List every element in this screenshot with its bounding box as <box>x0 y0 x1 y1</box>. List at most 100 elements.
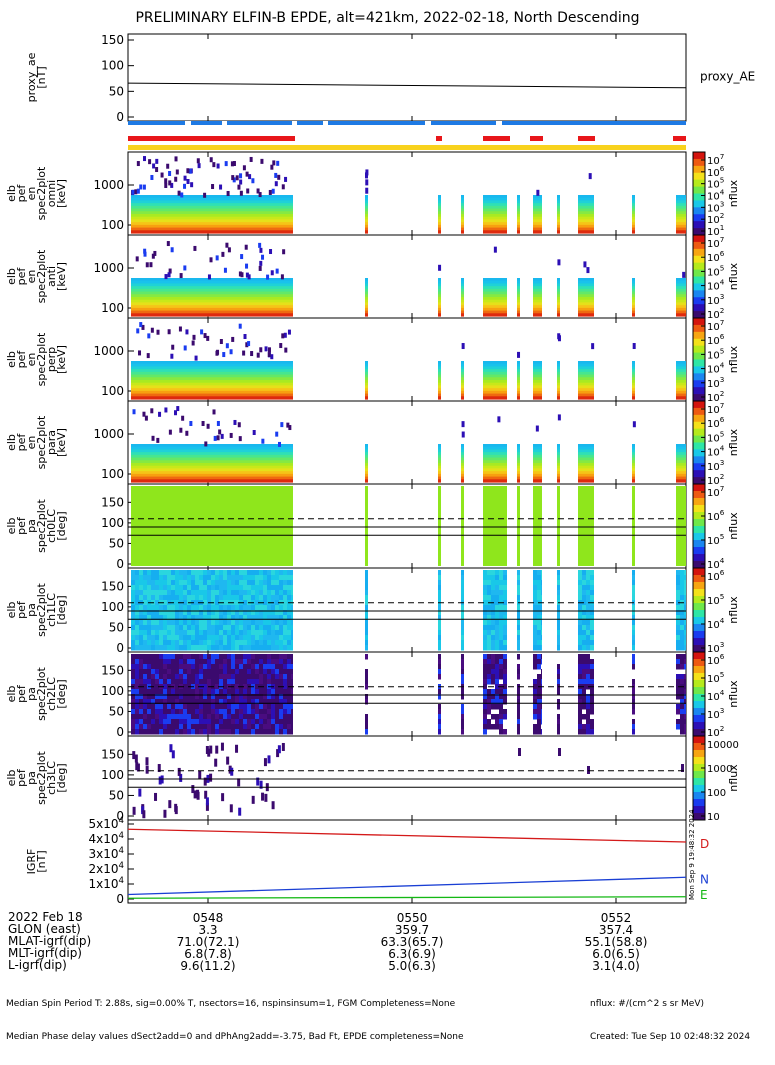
spectrogram-cell <box>438 473 441 478</box>
spectrogram-cell <box>578 366 594 370</box>
spectrogram-cell <box>280 274 284 280</box>
spectrogram-cell <box>211 664 215 670</box>
spectrogram-cell <box>275 709 279 715</box>
spectrogram-cell <box>243 590 247 596</box>
spectrogram-cell <box>632 444 635 448</box>
spectrogram-cell <box>483 689 487 695</box>
spectrogram-cell <box>537 630 541 636</box>
y-tick-label: 100 <box>101 684 124 698</box>
spectrogram-cell <box>557 463 560 467</box>
spectrogram-cell <box>211 640 215 646</box>
spectrogram-cell <box>277 745 281 754</box>
spectrogram-cell <box>365 729 368 735</box>
spectrogram-cell <box>517 446 520 451</box>
spectrogram-cell <box>131 659 135 665</box>
spectrogram-cell <box>279 704 283 710</box>
spectrogram-cell <box>491 625 495 631</box>
spectrogram-cell <box>499 575 503 581</box>
colorbar-cell <box>693 613 705 616</box>
spectrogram-cell <box>231 669 235 675</box>
spectrogram-cell <box>676 380 686 384</box>
spectrogram-cell <box>586 674 590 680</box>
spectrogram-cell <box>517 595 520 601</box>
y-axis-label: [deg] <box>55 511 68 540</box>
spectrogram-cell <box>147 580 151 586</box>
spectrogram-cell <box>147 699 151 705</box>
orbit-value: 6.8(7.8) <box>184 947 232 961</box>
orbit-label: 2022 Feb 18 <box>8 910 83 924</box>
spectrogram-cell <box>219 620 223 626</box>
spectrogram-cell <box>533 310 542 314</box>
spectrogram-cell <box>159 664 163 670</box>
spectrogram-cell <box>541 630 542 636</box>
spectrogram-cell <box>684 654 686 660</box>
spectrogram-cell <box>215 645 219 651</box>
spectrogram-cell <box>517 305 520 309</box>
spectrogram-cell <box>491 615 495 621</box>
spectrogram-cell <box>288 425 292 431</box>
spectrogram-cell <box>283 640 287 646</box>
spectrogram-cell <box>231 585 235 591</box>
spectrogram-cell <box>684 719 686 725</box>
spectrogram-cell <box>131 620 135 626</box>
spectrogram-cell <box>151 724 155 730</box>
colorbar-cell <box>693 368 705 371</box>
spectrogram-cell <box>223 570 227 576</box>
spectrogram-cell <box>199 575 203 581</box>
spectrogram-cell <box>438 704 441 710</box>
spectrogram-cell <box>676 444 686 448</box>
spectrogram-cell <box>632 640 635 646</box>
spectrogram-cell <box>365 396 368 400</box>
spectrogram-cell <box>493 246 497 253</box>
spectrogram-cell <box>195 580 199 586</box>
colorbar-cell <box>693 259 705 262</box>
spectrogram-cell <box>151 704 155 710</box>
spectrogram-cell <box>231 674 235 680</box>
spectrogram-cell <box>179 427 183 433</box>
spectrogram-cell <box>163 679 167 685</box>
y-axis-label: pa <box>25 771 38 785</box>
spectrogram-cell <box>179 773 183 782</box>
colorbar-cell <box>693 632 705 635</box>
spectrogram-cell <box>191 585 195 591</box>
spectrogram-cell <box>240 272 244 278</box>
spectrogram-cell <box>255 684 259 690</box>
y-axis-label: anti <box>45 266 58 287</box>
spectrogram-cell <box>680 570 684 576</box>
colorbar-tick-label: 103 <box>707 640 724 655</box>
spectrogram-cell <box>143 248 147 254</box>
spectrogram-cell <box>578 620 582 626</box>
spectrogram-cell <box>557 224 560 229</box>
spectrogram-cell <box>557 460 560 464</box>
spectrogram-cell <box>143 585 147 591</box>
spectrogram-cell <box>279 714 283 720</box>
spectrogram-cell <box>136 763 140 772</box>
colorbar-tick-label: 104 <box>707 188 725 203</box>
spectrogram-cell <box>151 590 155 596</box>
spectrogram-cell <box>259 580 263 586</box>
spectrogram-cell <box>578 224 594 229</box>
spectrogram-cell <box>537 575 541 581</box>
spectrogram-cell <box>191 620 195 626</box>
spectrogram-cell <box>171 645 175 651</box>
colorbar-cell <box>693 169 705 172</box>
spectrogram-cell <box>227 630 231 636</box>
spectrogram-cell <box>175 704 179 710</box>
spectrogram-cell <box>676 219 686 223</box>
spectrogram-cell <box>271 659 275 665</box>
spectrogram-cell <box>680 699 684 705</box>
colorbar-cell <box>693 445 705 449</box>
spectrogram-cell <box>131 203 293 207</box>
spectrogram-cell <box>147 585 151 591</box>
colorbar-cell <box>693 529 705 532</box>
spectrogram-cell <box>203 620 207 626</box>
spectrogram-cell <box>247 694 251 700</box>
spectrogram-cell <box>461 465 464 470</box>
spectrogram-cell <box>461 305 464 309</box>
spectrogram-cell <box>632 374 635 378</box>
spectrogram-cell <box>191 595 195 601</box>
spectrogram-cell <box>239 630 243 636</box>
spectrogram-cell <box>144 415 148 421</box>
spectrogram-cell <box>183 570 187 576</box>
spectrogram-cell <box>578 463 594 467</box>
